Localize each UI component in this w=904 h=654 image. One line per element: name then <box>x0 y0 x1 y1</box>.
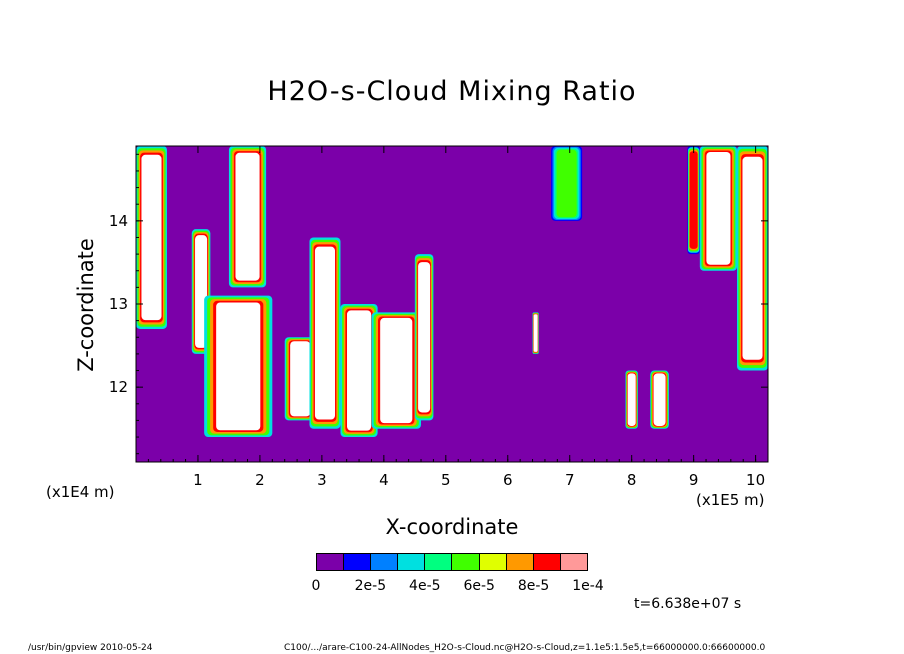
cloud-region-15-band-4 <box>742 156 763 360</box>
x-tick-label-8: 8 <box>627 471 637 489</box>
time-annotation: t=6.638e+07 s <box>634 596 742 612</box>
colorbar-swatch-7 <box>506 554 534 570</box>
footer-program-date: /usr/bin/gpview 2010-05-24 <box>28 643 153 653</box>
y-tick-label-14: 14 <box>109 212 128 230</box>
colorbar-swatch-2 <box>371 554 399 570</box>
cloud-region-5-band-4 <box>314 246 336 420</box>
y-tick-label-12: 12 <box>109 378 128 396</box>
colorbar <box>316 553 588 571</box>
cloud-region-12-band-4 <box>653 373 666 426</box>
cloud-region-2-band-4 <box>216 302 261 431</box>
x-axis-unit: (x1E5 m) <box>696 491 765 509</box>
colorbar-swatch-9 <box>560 554 587 570</box>
cloud-region-7-band-4 <box>380 317 413 424</box>
cloud-region-1-band-4 <box>195 235 208 348</box>
colorbar-swatch-6 <box>479 554 507 570</box>
footer-file-info: C100/.../arare-C100-24-AllNodes_H2O-s-Cl… <box>284 643 766 653</box>
y-axis-unit: (x1E4 m) <box>46 483 115 501</box>
colorbar-label-3: 6e-5 <box>463 578 495 594</box>
colorbar-label-4: 8e-5 <box>517 578 550 594</box>
x-tick-label-5: 5 <box>441 471 451 489</box>
colorbar-label-1: 2e-5 <box>354 578 387 594</box>
cloud-region-9-band-4 <box>533 314 538 352</box>
y-tick-label-13: 13 <box>109 295 128 313</box>
colorbar-label-0: 0 <box>311 578 321 594</box>
cloud-region-0-band-4 <box>141 154 162 321</box>
cloud-region-11-band-4 <box>627 373 636 426</box>
chart-title: H2O-s-Cloud Mixing Ratio <box>267 76 637 107</box>
x-axis-label: X-coordinate <box>385 515 519 539</box>
cloud-region-10-band-4 <box>556 149 577 218</box>
x-tick-label-9: 9 <box>689 471 699 489</box>
x-tick-label-3: 3 <box>317 471 327 489</box>
colorbar-swatch-3 <box>398 554 426 570</box>
colorbar-swatch-0 <box>317 554 345 570</box>
cloud-region-4-band-4 <box>290 341 311 417</box>
colorbar-label-5: 1e-4 <box>572 578 604 594</box>
x-tick-label-6: 6 <box>503 471 513 489</box>
x-tick-label-2: 2 <box>255 471 265 489</box>
x-tick-label-10: 10 <box>746 471 765 489</box>
colorbar-swatch-5 <box>452 554 480 570</box>
cloud-region-3-band-4 <box>235 152 260 281</box>
cloud-region-6-band-4 <box>347 310 372 431</box>
x-tick-label-7: 7 <box>565 471 575 489</box>
y-axis-label: Z-coordinate <box>74 238 98 372</box>
colorbar-label-2: 4e-5 <box>409 578 441 594</box>
cloud-region-13-band-4 <box>689 151 698 249</box>
colorbar-swatch-1 <box>344 554 372 570</box>
x-tick-label-4: 4 <box>379 471 389 489</box>
x-tick-label-1: 1 <box>193 471 203 489</box>
colorbar-swatch-8 <box>533 554 561 570</box>
cloud-region-14-band-4 <box>706 151 731 265</box>
cloud-region-8-band-4 <box>418 262 431 413</box>
colorbar-swatch-4 <box>425 554 453 570</box>
